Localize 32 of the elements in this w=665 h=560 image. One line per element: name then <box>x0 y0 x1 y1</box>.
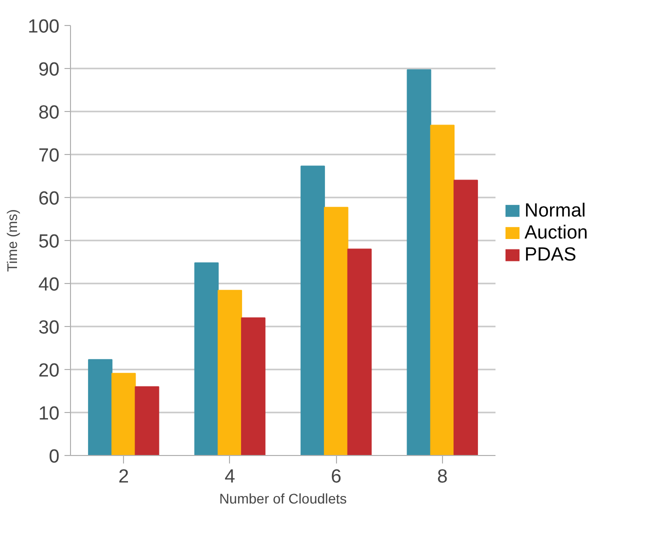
bar <box>88 359 112 456</box>
y-axis-title: Time (ms) <box>4 209 20 272</box>
legend-label: PDAS <box>524 244 576 266</box>
bar <box>454 180 478 456</box>
bar <box>406 69 432 456</box>
y-tick-label: 60 <box>38 188 60 210</box>
bar <box>218 290 242 456</box>
bar <box>300 166 325 456</box>
x-tick-label: 8 <box>437 466 448 488</box>
bar <box>111 372 136 456</box>
legend-label: Normal <box>524 200 586 222</box>
bar <box>241 317 266 456</box>
x-tick-label: 6 <box>330 466 342 488</box>
legend-label: Auction <box>524 222 588 244</box>
y-tick-label: 80 <box>38 102 60 124</box>
bar <box>324 206 348 456</box>
y-tick-label: 10 <box>38 404 60 424</box>
y-tick-label: 40 <box>38 274 60 296</box>
bar <box>194 262 219 456</box>
bar <box>347 248 372 456</box>
y-tick-label: 90 <box>38 60 60 80</box>
bar <box>134 386 160 456</box>
bar <box>430 124 455 456</box>
y-tick-label: 20 <box>38 360 60 382</box>
y-tick-label: 30 <box>38 318 60 338</box>
y-tick-label: 50 <box>38 232 60 252</box>
x-tick-label: 4 <box>224 466 236 488</box>
y-tick-label: 0 <box>48 446 60 468</box>
y-tick-label: 70 <box>38 146 60 166</box>
x-tick-label: 2 <box>118 466 129 488</box>
x-axis-title: Number of Cloudlets <box>219 490 347 506</box>
y-tick-label: 100 <box>28 16 60 38</box>
